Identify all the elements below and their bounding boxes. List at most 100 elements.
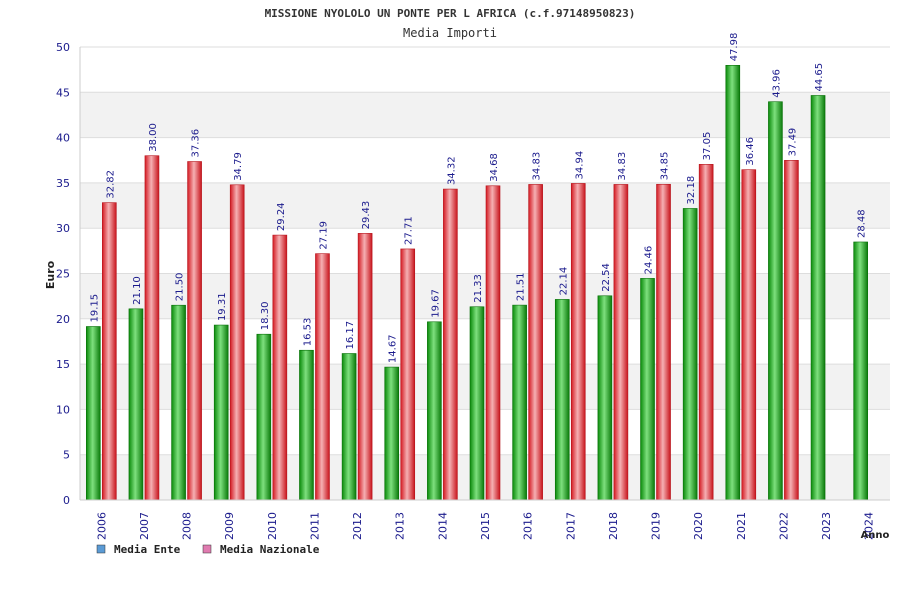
x-tick-label: 2019 [650,512,663,540]
legend-label-media-nazionale: Media Nazionale [220,543,320,556]
data-label: 24.46 [644,246,655,275]
bar-media-nazionale [570,183,586,501]
data-label: 47.98 [729,33,740,62]
data-label: 21.10 [132,276,143,305]
bar-media-ente [427,321,442,501]
bar-media-ente [128,308,144,501]
data-label: 22.14 [558,267,569,296]
x-tick-label: 2007 [138,512,151,540]
bar-media-ente [768,101,783,501]
legend-label-media-ente: Media Ente [114,543,181,556]
data-label: 34.68 [489,153,500,182]
data-label: 36.46 [745,137,756,166]
bar-media-ente [512,304,527,501]
data-label: 19.15 [89,294,100,323]
bar-media-nazionale [741,169,757,501]
x-tick-label: 2024 [863,512,876,540]
bar-media-nazionale [357,233,373,501]
data-label: 37.49 [787,128,798,157]
y-tick-label: 10 [56,403,70,416]
bar-media-nazionale [187,161,202,501]
data-label: 21.51 [516,272,527,301]
bar-media-ente [554,299,570,501]
y-tick-label: 35 [56,177,70,190]
data-label: 28.48 [857,209,868,238]
data-label: 29.43 [361,201,372,230]
bar-media-nazionale [698,164,714,501]
legend: Media Ente Media Nazionale [96,543,320,556]
x-tick-label: 2011 [308,512,321,540]
x-tick-label: 2009 [223,512,236,540]
data-label: 34.94 [574,151,585,180]
bar-media-ente [853,241,868,501]
data-label: 44.65 [814,63,825,92]
data-label: 43.96 [771,69,782,98]
x-tick-label: 2017 [564,512,577,540]
x-tick-label: 2022 [777,512,790,540]
data-label: 34.85 [660,152,671,181]
x-tick-label: 2008 [181,512,194,540]
data-label: 37.36 [191,129,202,158]
bar-media-nazionale [229,184,245,501]
x-tick-label: 2023 [820,512,833,540]
bar-media-ente [171,304,186,501]
chart-subtitle: Media Importi [403,26,497,40]
y-tick-label: 15 [56,358,70,371]
data-label: 37.05 [702,132,713,161]
bar-media-nazionale [613,184,629,501]
bar-media-ente [640,278,655,501]
data-label: 22.54 [601,263,612,292]
x-tick-label: 2021 [735,512,748,540]
y-tick-label: 30 [56,222,70,235]
bar-media-ente [86,326,101,501]
x-tick-label: 2006 [95,512,108,540]
bar-media-ente [597,295,613,501]
legend-swatch-media-nazionale [202,544,212,554]
data-label: 21.50 [175,273,186,302]
x-tick-label: 2012 [351,512,364,540]
bar-media-nazionale [784,160,799,501]
data-label: 38.00 [148,123,159,152]
data-label: 19.31 [217,292,228,321]
x-tick-label: 2013 [394,512,407,540]
data-label: 27.19 [318,221,329,250]
grid-band [80,92,890,138]
data-label: 34.32 [446,156,457,185]
y-tick-label: 0 [63,494,70,507]
x-tick-label: 2016 [522,512,535,540]
bars-group [86,65,868,501]
bar-media-nazionale [656,183,671,501]
bar-media-ente [213,324,229,501]
bar-media-ente [341,353,357,501]
x-axis-label: Anno [861,530,890,541]
bar-media-nazionale [528,184,543,501]
data-labels-group: 19.15 32.82 21.10 38.00 21.50 37.36 19.31 34.79… [89,33,867,363]
bar-media-nazionale [272,234,288,501]
axes-group: 0 5 10 15 20 25 30 35 40 45 50 2006 2007 2008 2009 2010… [56,41,890,540]
y-tick-label: 25 [56,268,70,281]
x-tick-label: 2014 [436,512,449,540]
bar-media-ente [810,95,826,501]
data-label: 21.33 [473,274,484,303]
x-tick-label: 2015 [479,512,492,540]
bar-media-nazionale [315,253,330,501]
data-label: 18.30 [260,302,271,331]
data-label: 29.24 [276,202,287,231]
y-axis-label: Euro [44,260,57,289]
bar-media-ente [725,65,741,501]
bar-media-nazionale [400,248,416,501]
bar-media-ente [256,333,272,501]
bar-media-ente [384,366,400,501]
data-label: 19.67 [430,289,441,318]
data-label: 32.82 [105,170,116,199]
bar-media-nazionale [144,155,160,501]
data-label: 32.18 [686,176,697,205]
grid-band [80,47,890,93]
data-label: 14.67 [388,334,399,363]
legend-swatch-media-ente [96,544,106,554]
bar-media-nazionale [102,202,117,501]
data-label: 27.71 [404,216,415,245]
data-label: 16.17 [345,321,356,350]
data-label: 34.83 [532,152,543,181]
